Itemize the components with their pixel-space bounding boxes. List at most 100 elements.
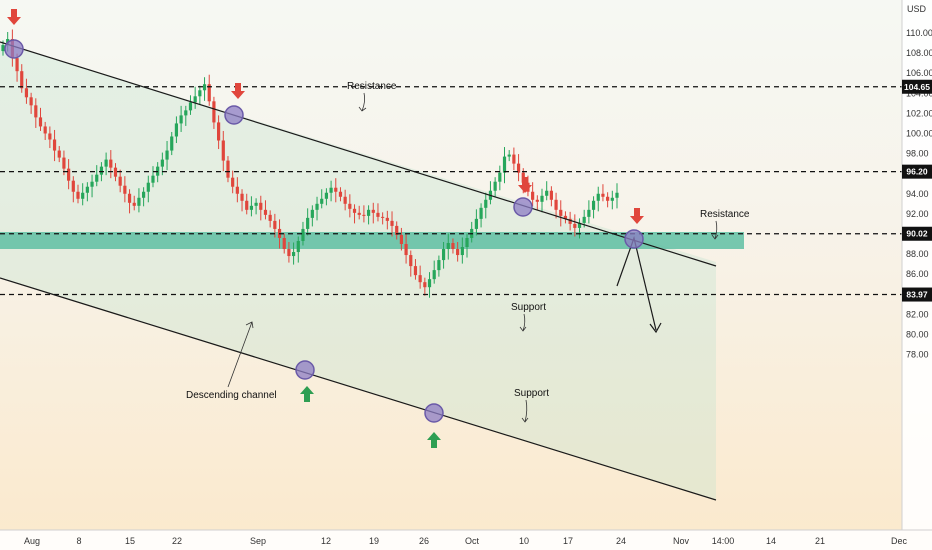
candle-body bbox=[38, 117, 43, 127]
candle-body bbox=[118, 176, 122, 186]
candle-body bbox=[67, 168, 71, 181]
candle-body bbox=[263, 209, 268, 215]
candle-body bbox=[404, 243, 408, 256]
candles-group bbox=[1, 29, 619, 298]
resistance-pointer-top bbox=[358, 92, 367, 112]
price-tick-label: 86.00 bbox=[906, 269, 929, 279]
candle-body bbox=[193, 96, 197, 103]
support-label-low: Support bbox=[514, 388, 549, 399]
time-axis-ticks: Aug 8 15 22 Sep 12 19 26 Oct 10 17 24 Nov 14:00 14 21 De… bbox=[24, 536, 908, 546]
channel-lower-line bbox=[0, 277, 717, 501]
price-tags: 104.65 96.20 90.02 83.97 bbox=[902, 79, 932, 302]
price-tick-label: 82.00 bbox=[906, 309, 929, 319]
time-tick-label: Oct bbox=[465, 536, 480, 546]
candle-body bbox=[465, 237, 469, 248]
candle-body bbox=[76, 191, 80, 199]
price-tag bbox=[902, 287, 932, 302]
price-tag-label: 96.20 bbox=[906, 167, 928, 177]
channel-label: Descending channel bbox=[186, 390, 277, 401]
candle-body bbox=[113, 167, 118, 177]
candle-body bbox=[29, 97, 33, 106]
touch-marker bbox=[513, 197, 533, 217]
price-tick-label: 98.00 bbox=[906, 149, 929, 159]
support-label-mid: Support bbox=[511, 302, 546, 313]
forecast-arrowhead bbox=[649, 322, 662, 334]
candle-body bbox=[15, 58, 19, 72]
candle-body bbox=[502, 156, 507, 173]
candle-body bbox=[460, 247, 464, 256]
candle-body bbox=[577, 222, 582, 228]
time-axis[interactable] bbox=[0, 530, 932, 550]
candle-body bbox=[535, 199, 539, 202]
support-pointer-mid bbox=[519, 313, 527, 332]
candle-body bbox=[357, 212, 361, 215]
price-tick-label: 88.00 bbox=[906, 249, 929, 259]
up-arrows bbox=[300, 386, 441, 448]
candle-body bbox=[315, 203, 319, 210]
resistance-pointer-right bbox=[711, 220, 719, 240]
candle-body bbox=[385, 217, 389, 221]
price-tick-label: 94.00 bbox=[906, 189, 929, 199]
candle-body bbox=[334, 187, 338, 192]
candle-body bbox=[240, 193, 244, 201]
candle-body bbox=[221, 140, 225, 161]
candle-body bbox=[573, 223, 577, 228]
candle-body bbox=[1, 45, 5, 52]
candle-body bbox=[451, 242, 455, 250]
candle-body bbox=[109, 159, 113, 168]
candle-body bbox=[85, 186, 89, 193]
time-tick-label: 14:00 bbox=[712, 536, 735, 546]
up-arrow-icon bbox=[300, 386, 314, 402]
levels-group bbox=[0, 86, 902, 296]
candle-body bbox=[174, 123, 179, 137]
candle-body bbox=[395, 225, 399, 235]
candle-body bbox=[184, 110, 188, 116]
candle-body bbox=[549, 190, 553, 200]
candle-body bbox=[95, 174, 99, 182]
candle-body bbox=[291, 252, 296, 257]
price-axis[interactable] bbox=[902, 0, 932, 530]
candle-body bbox=[512, 154, 516, 164]
time-tick-label: 10 bbox=[519, 536, 529, 546]
candle-body bbox=[409, 255, 413, 267]
touch-marker bbox=[295, 360, 315, 380]
candle-body bbox=[217, 122, 221, 141]
candle-body bbox=[24, 88, 29, 98]
time-tick-label: 15 bbox=[125, 536, 135, 546]
time-tick-label: 19 bbox=[369, 536, 379, 546]
candle-body bbox=[498, 172, 502, 182]
candle-body bbox=[296, 240, 300, 253]
candle-body bbox=[591, 200, 596, 210]
candle-body bbox=[310, 209, 314, 218]
resistance-zone bbox=[0, 232, 744, 249]
candle-body bbox=[568, 218, 572, 224]
candle-body bbox=[235, 186, 239, 194]
channel-pointer bbox=[227, 321, 254, 388]
candle-body bbox=[432, 270, 436, 280]
candle-body bbox=[81, 192, 85, 199]
candle-body bbox=[268, 214, 272, 221]
price-tag-label: 83.97 bbox=[906, 290, 928, 300]
candle-body bbox=[563, 215, 568, 219]
touch-marker bbox=[224, 105, 244, 125]
candle-body bbox=[348, 203, 352, 209]
candle-body bbox=[381, 216, 385, 218]
candle-body bbox=[329, 187, 333, 193]
candle-body bbox=[493, 181, 497, 191]
candle-body bbox=[301, 228, 305, 241]
down-arrow-icon bbox=[7, 9, 21, 25]
candle-body bbox=[48, 133, 52, 140]
time-tick-label: Nov bbox=[673, 536, 690, 546]
time-tick-label: 8 bbox=[76, 536, 81, 546]
candle-body bbox=[610, 197, 614, 201]
candle-body bbox=[273, 220, 277, 229]
candle-body bbox=[57, 150, 61, 158]
candle-body bbox=[601, 193, 605, 197]
channel-upper-line bbox=[0, 41, 717, 267]
time-tick-label: Dec bbox=[891, 536, 908, 546]
touch-marker bbox=[624, 229, 644, 249]
price-tag bbox=[902, 79, 932, 94]
candle-body bbox=[399, 234, 403, 244]
